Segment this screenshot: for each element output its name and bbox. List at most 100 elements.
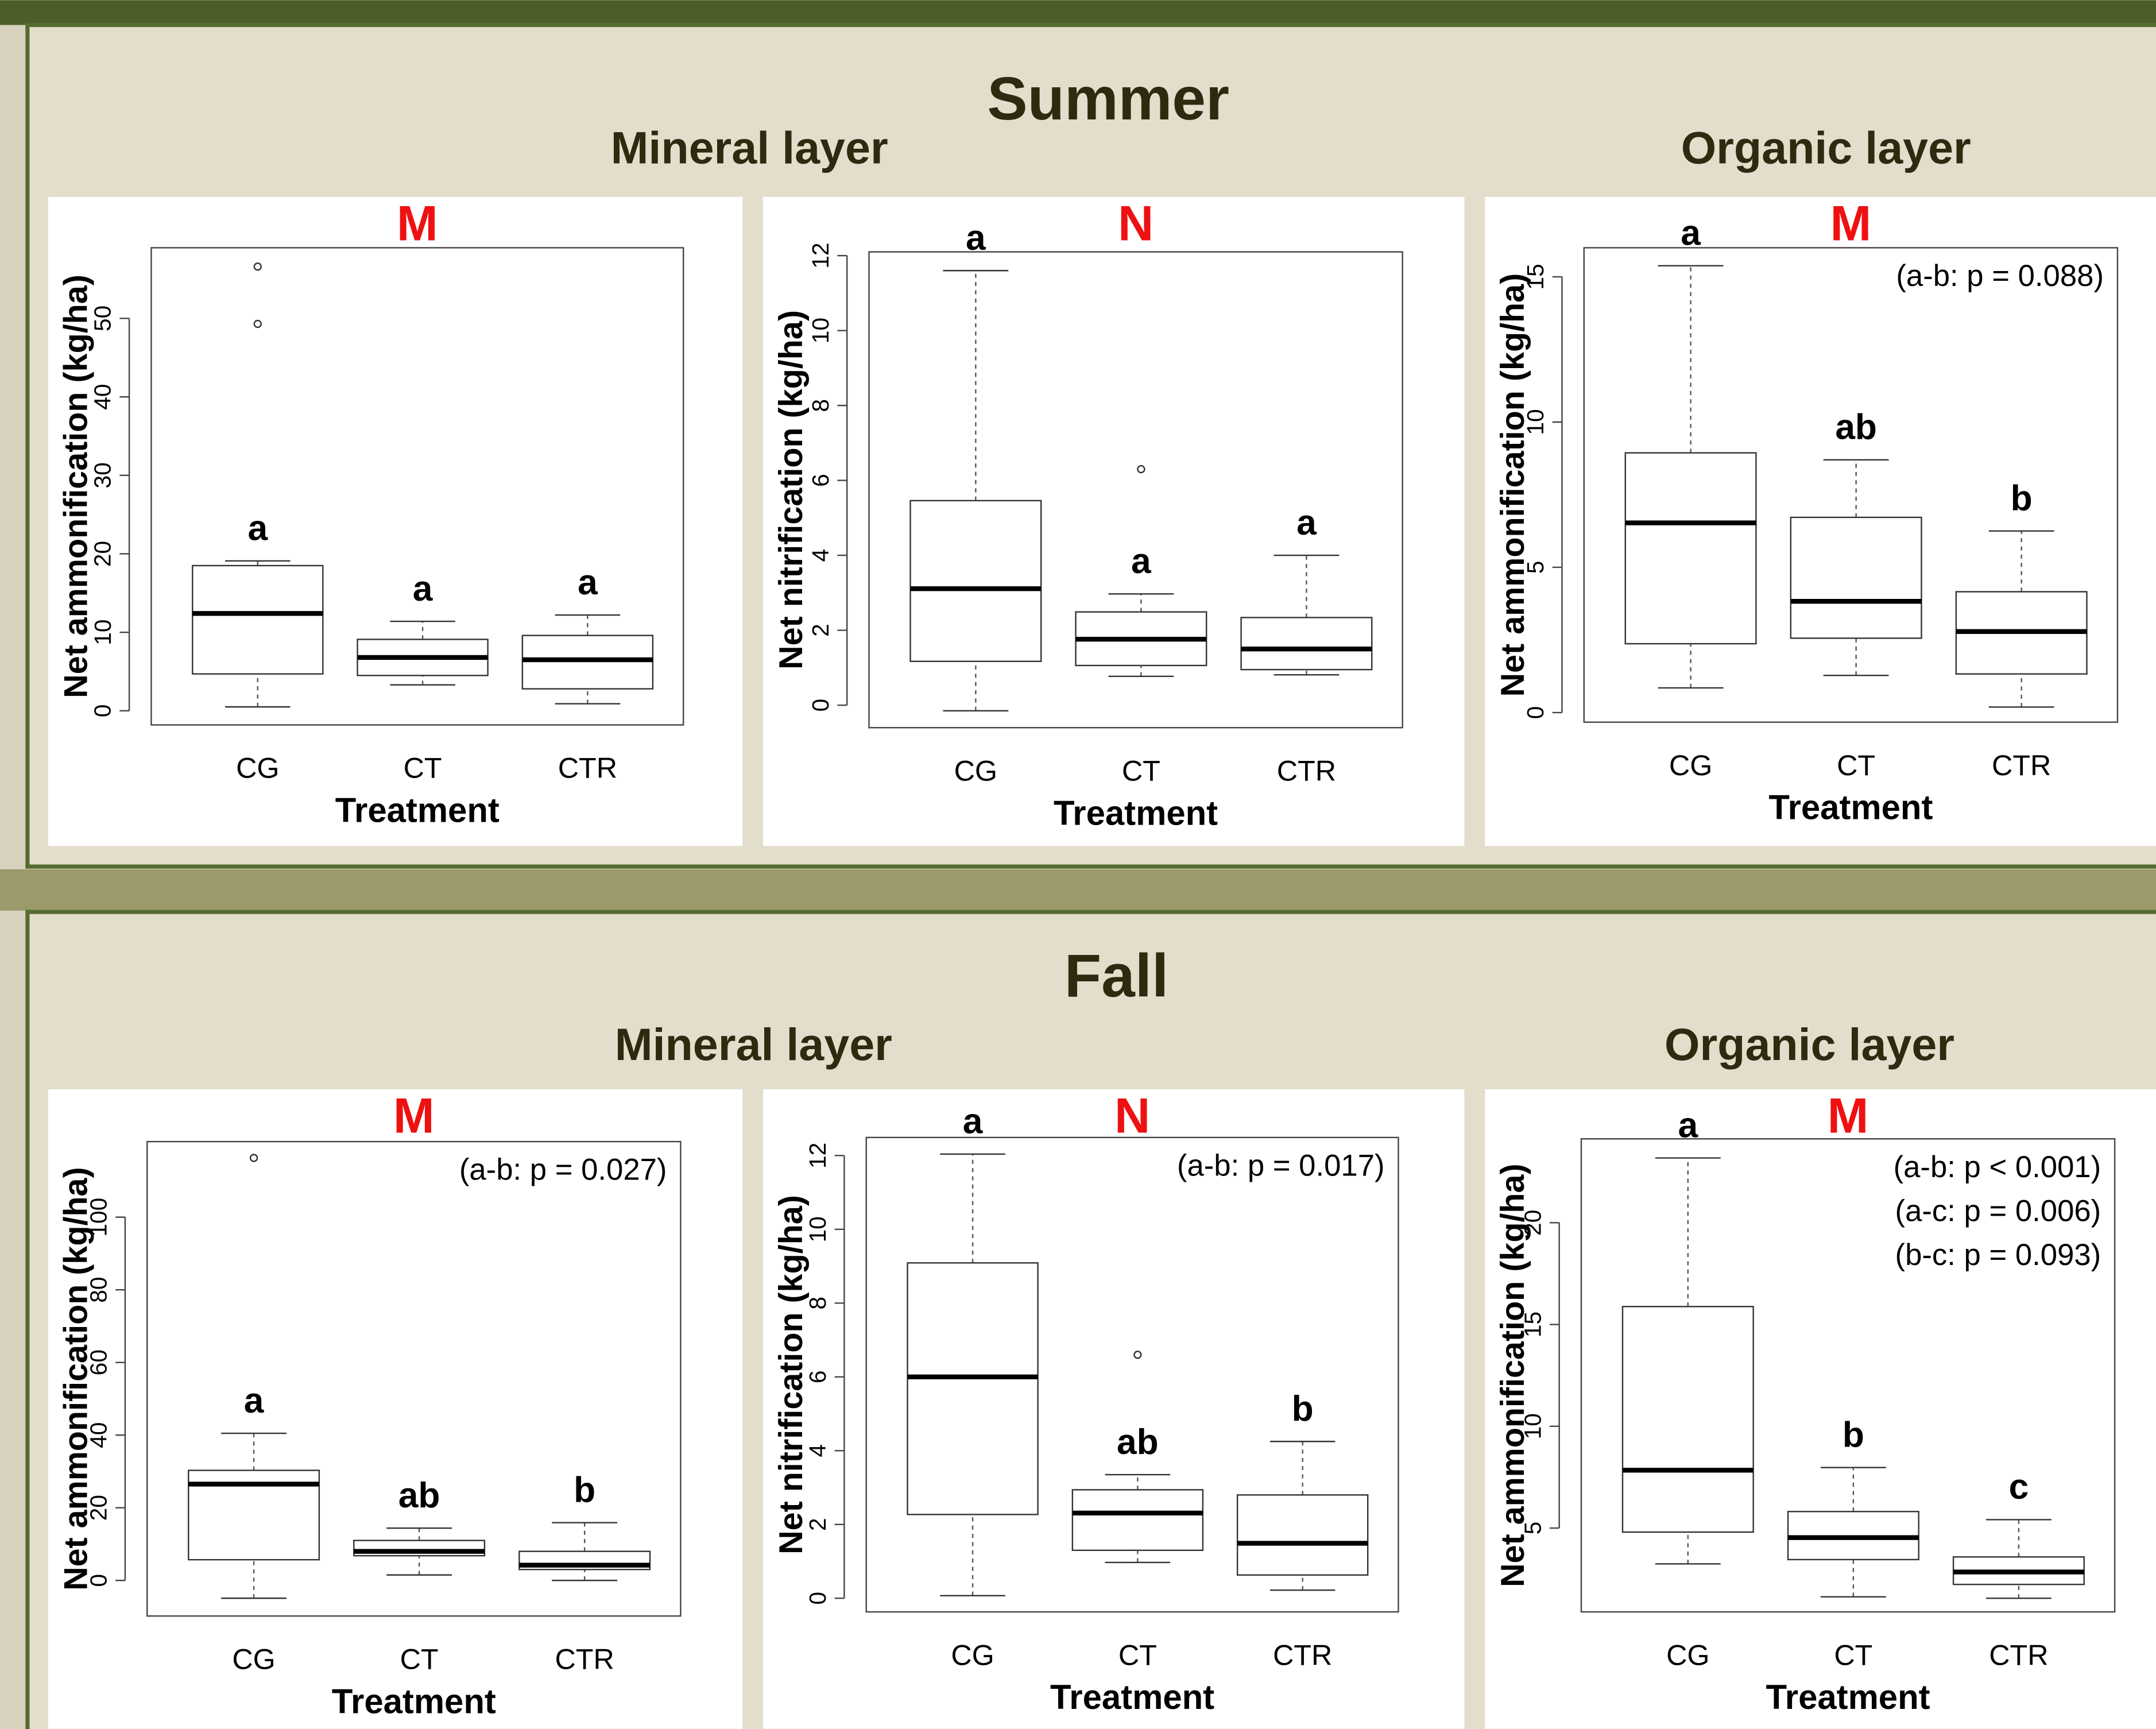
group-letter: b [2011, 479, 2033, 519]
group-letter: a [578, 563, 598, 602]
group-letter: ab [398, 1476, 440, 1515]
y-tick-label: 30 [90, 462, 116, 488]
panel [763, 1089, 1464, 1729]
y-tick-label: 60 [86, 1349, 112, 1375]
chart-title: M [1828, 1088, 1869, 1143]
x-tick-label: CTR [1989, 1638, 2048, 1671]
y-tick-label: 8 [807, 399, 834, 412]
y-tick-label: 20 [1519, 1210, 1546, 1236]
box [1791, 517, 1922, 638]
y-tick-label: 6 [804, 1370, 831, 1383]
group-letter: a [1678, 1105, 1699, 1145]
page: Summer Mineral layer Organic layer Fall … [0, 0, 2156, 1729]
x-tick-label: CG [232, 1643, 275, 1676]
annotation: (a-c: p = 0.006) [1895, 1194, 2101, 1228]
section-subtitle: Organic layer [1665, 1019, 1954, 1070]
x-tick-label: CTR [555, 1643, 614, 1676]
group-letter: b [1292, 1389, 1314, 1429]
group-letter: a [1681, 214, 1701, 253]
group-letter: c [2009, 1467, 2029, 1507]
y-tick-label: 5 [1522, 561, 1549, 574]
box [1625, 453, 1756, 644]
x-tick-label: CT [1834, 1638, 1872, 1671]
x-tick-label: CG [1669, 749, 1712, 782]
box [908, 1263, 1038, 1514]
y-tick-label: 10 [1519, 1413, 1546, 1439]
chart-title: M [393, 1088, 435, 1143]
chart-title: N [1114, 1088, 1150, 1143]
x-axis-label: Treatment [1766, 1678, 1930, 1716]
annotation: (a-b: p = 0.088) [1896, 259, 2104, 293]
y-tick-label: 0 [804, 1592, 831, 1605]
divider-strip [0, 869, 2156, 911]
x-axis-label: Treatment [1054, 794, 1218, 832]
y-tick-label: 0 [90, 705, 116, 718]
x-tick-label: CT [1118, 1638, 1157, 1671]
x-tick-label: CT [404, 752, 442, 784]
y-tick-label: 40 [86, 1422, 112, 1448]
y-tick-label: 0 [807, 699, 834, 712]
y-tick-label: 8 [804, 1297, 831, 1310]
group-letter: b [1843, 1415, 1864, 1455]
y-tick-label: 2 [804, 1518, 831, 1531]
section-subtitle: Mineral layer [615, 1019, 892, 1070]
x-tick-label: CTR [1992, 749, 2051, 782]
annotation: (a-b: p = 0.017) [1177, 1148, 1385, 1182]
section-title: Fall [1065, 943, 1169, 1010]
y-axis-label: Net ammonification (kg/ha) [1495, 273, 1531, 697]
y-tick-label: 0 [1522, 706, 1549, 720]
y-tick-label: 100 [86, 1198, 112, 1237]
y-tick-label: 4 [807, 549, 834, 562]
y-tick-label: 10 [90, 620, 116, 645]
y-tick-label: 15 [1519, 1312, 1546, 1337]
x-tick-label: CTR [558, 752, 617, 784]
y-tick-label: 12 [807, 243, 834, 269]
y-tick-label: 20 [90, 541, 116, 567]
group-letter: a [247, 509, 268, 548]
group-letter: a [963, 1102, 984, 1142]
box [911, 501, 1042, 662]
x-tick-label: CT [1837, 749, 1875, 782]
group-letter: a [966, 218, 986, 258]
y-tick-label: 80 [86, 1277, 112, 1303]
group-letter: ab [1835, 408, 1877, 447]
poster: Summer Mineral layer Organic layer Fall … [0, 0, 2156, 1729]
y-tick-label: 2 [807, 624, 834, 637]
x-axis-label: Treatment [332, 1682, 496, 1720]
y-tick-label: 6 [807, 474, 834, 487]
y-tick-label: 40 [90, 384, 116, 409]
x-axis-label: Treatment [335, 791, 500, 830]
y-tick-label: 10 [804, 1216, 831, 1242]
x-tick-label: CT [1122, 755, 1160, 787]
y-tick-label: 10 [807, 318, 834, 343]
y-tick-label: 50 [90, 305, 116, 331]
annotation: (b-c: p = 0.093) [1895, 1238, 2101, 1272]
x-tick-label: CG [954, 755, 997, 787]
box [1237, 1495, 1368, 1575]
x-tick-label: CTR [1273, 1638, 1332, 1671]
panel [1485, 1089, 2156, 1729]
group-letter: a [1131, 541, 1152, 581]
y-tick-label: 10 [1522, 409, 1549, 435]
chart-title: N [1118, 196, 1154, 251]
chart-title: M [397, 196, 438, 251]
panel [48, 197, 742, 846]
group-letter: ab [1117, 1422, 1159, 1462]
annotation: (a-b: p = 0.027) [459, 1153, 667, 1187]
y-tick-label: 20 [86, 1495, 112, 1521]
section-title: Summer [987, 65, 1229, 133]
x-axis-label: Treatment [1768, 788, 1933, 827]
box [192, 566, 323, 674]
x-tick-label: CTR [1277, 755, 1336, 787]
chart-title: M [1830, 196, 1871, 251]
x-tick-label: CG [1666, 1638, 1709, 1671]
box [1623, 1306, 1754, 1532]
y-tick-label: 12 [804, 1143, 831, 1169]
x-axis-label: Treatment [1050, 1678, 1214, 1716]
y-tick-label: 15 [1522, 264, 1549, 289]
annotation: (a-b: p < 0.001) [1894, 1150, 2101, 1184]
section-subtitle: Mineral layer [611, 122, 888, 173]
y-tick-label: 0 [86, 1574, 112, 1587]
group-letter: a [413, 569, 433, 609]
y-tick-label: 4 [804, 1444, 831, 1457]
